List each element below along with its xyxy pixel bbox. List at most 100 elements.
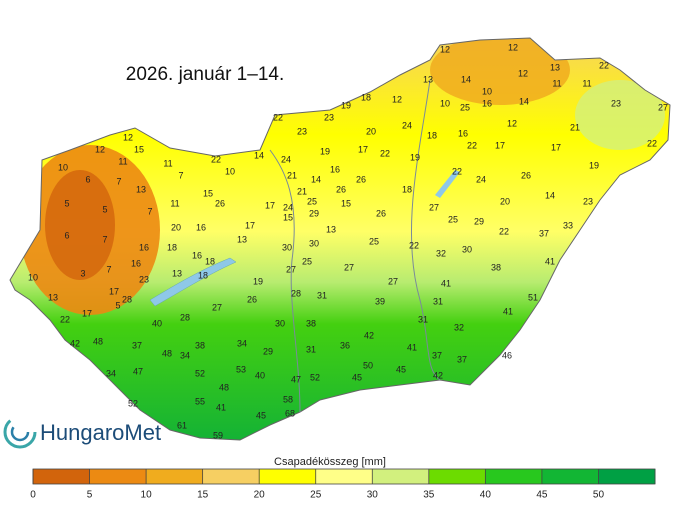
logo: HungaroMet [3,415,161,449]
station-value: 6 [64,230,69,240]
station-value: 31 [306,344,316,354]
station-value: 58 [283,394,293,404]
station-value: 10 [225,166,235,176]
station-value: 41 [407,342,417,352]
station-value: 53 [236,364,246,374]
station-value: 24 [402,120,412,130]
logo-icon [3,415,37,449]
station-value: 32 [436,248,446,258]
station-value: 52 [310,372,320,382]
station-value: 5 [102,204,107,214]
station-value: 17 [82,308,92,318]
station-value: 16 [330,164,340,174]
station-value: 10 [440,98,450,108]
legend-swatch [485,469,543,484]
station-value: 39 [375,296,385,306]
station-value: 42 [364,330,374,340]
station-value: 28 [122,294,132,304]
lake-balaton [149,257,237,307]
station-value: 11 [163,158,172,168]
station-value: 23 [297,126,307,136]
station-value: 20 [366,126,376,136]
station-value: 26 [247,294,257,304]
station-value: 5 [115,300,120,310]
station-value: 38 [306,318,316,328]
station-value: 10 [482,86,492,96]
station-value: 22 [647,138,657,148]
station-value: 48 [93,336,103,346]
station-value: 14 [311,174,321,184]
station-value: 12 [95,144,105,154]
station-value: 52 [128,398,138,408]
stations: 12 12 13 14 10 12 13 22 11 11 14 16 10 25 12 18 19 23 27 22… [28,42,668,440]
station-value: 15 [283,212,293,222]
station-value: 3 [80,268,85,278]
station-value: 12 [507,118,517,128]
legend-swatch [259,469,317,484]
station-value: 14 [461,74,471,84]
station-value: 36 [340,340,350,350]
station-value: 45 [352,372,362,382]
station-value: 18 [205,256,215,266]
station-value: 21 [570,122,580,132]
lake-tisza [435,170,460,198]
station-value: 30 [309,238,319,248]
legend-tick-label: 45 [536,490,548,501]
station-value: 32 [454,322,464,332]
station-value: 26 [521,170,531,180]
station-value: 27 [658,102,668,112]
station-value: 17 [551,142,561,152]
station-value: 13 [48,292,58,302]
station-value: 29 [474,216,484,226]
dry-northeast [430,38,570,105]
station-value: 21 [287,170,297,180]
legend-tick-label: 25 [310,490,322,501]
station-value: 22 [273,112,283,122]
station-value: 12 [440,44,450,54]
station-value: 16 [139,242,149,252]
station-value: 22 [599,60,609,70]
station-value: 7 [116,176,121,186]
station-value: 31 [433,296,443,306]
station-value: 59 [213,430,223,440]
danube [269,149,301,413]
legend-tick-label: 10 [141,490,153,501]
station-value: 23 [583,196,593,206]
station-value: 51 [528,292,538,302]
station-value: 40 [255,370,265,380]
station-value: 11 [118,156,127,166]
dry-west-core [45,170,115,280]
station-value: 11 [582,78,591,88]
station-value: 16 [196,222,206,232]
station-value: 47 [133,366,143,376]
station-value: 17 [245,220,255,230]
station-value: 16 [458,128,468,138]
station-value: 50 [363,360,373,370]
station-value: 26 [356,174,366,184]
station-value: 22 [499,226,509,236]
legend-tick-label: 40 [480,490,492,501]
station-value: 28 [180,312,190,322]
station-value: 17 [265,200,275,210]
station-value: 22 [211,154,221,164]
station-value: 18 [167,242,177,252]
station-value: 31 [317,290,327,300]
station-value: 22 [60,314,70,324]
station-value: 25 [448,214,458,224]
legend-tick-label: 30 [367,490,379,501]
station-value: 5 [64,198,69,208]
legend-swatch [598,469,656,484]
legend-swatch [89,469,147,484]
station-value: 12 [123,132,133,142]
station-value: 23 [324,112,334,122]
station-value: 27 [388,276,398,286]
legend-label: Csapadékösszeg [mm] [274,456,386,468]
legend-tick-label: 15 [197,490,209,501]
station-value: 34 [180,350,190,360]
station-value: 6 [85,174,90,184]
station-value: 41 [441,278,451,288]
station-value: 18 [361,92,371,102]
station-value: 29 [309,208,319,218]
logo-icon-inner [10,422,30,442]
station-value: 26 [336,184,346,194]
